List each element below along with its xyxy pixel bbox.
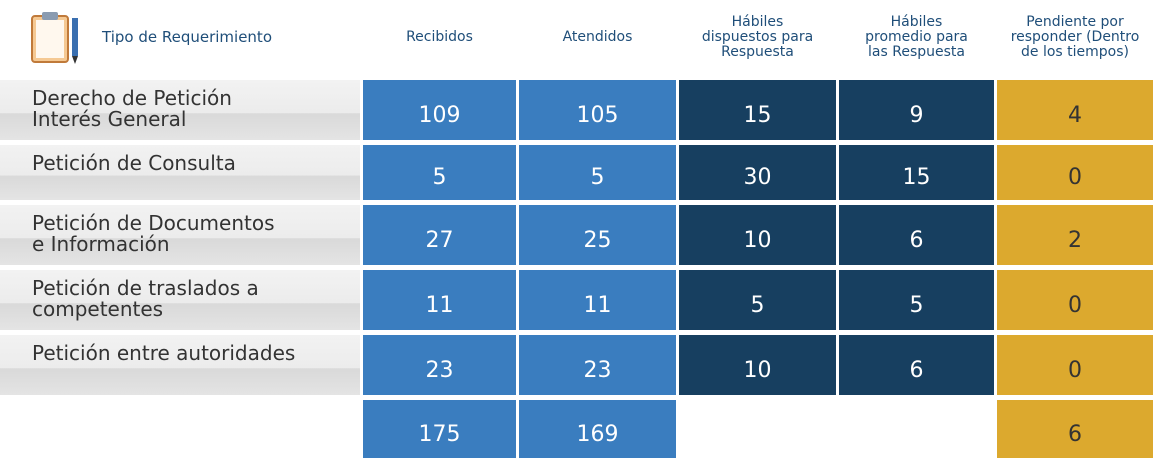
column-header: Atendidos (562, 29, 633, 45)
row-label: Derecho de Petición Interés General (0, 80, 360, 140)
value-cell: 27 (363, 205, 516, 265)
value-cell: 0 (997, 335, 1153, 395)
value-cell: 23 (363, 335, 516, 395)
value-cell: 109 (363, 80, 516, 140)
header-title: Tipo de Requerimiento (102, 28, 272, 46)
value-cell: 23 (519, 335, 676, 395)
value-cell: 6 (839, 335, 994, 395)
value-cell: 5 (519, 145, 676, 200)
value-cell: 11 (519, 270, 676, 330)
value-cell: 10 (679, 335, 836, 395)
value-cell: 9 (839, 80, 994, 140)
value-cell: 15 (839, 145, 994, 200)
value-cell: 6 (839, 205, 994, 265)
row-label: Petición de Consulta (0, 145, 360, 200)
value-cell: 0 (997, 270, 1153, 330)
value-cell: 15 (679, 80, 836, 140)
row-label: Petición entre autoridades (0, 335, 360, 395)
value-cell: 5 (363, 145, 516, 200)
value-cell: 4 (997, 80, 1153, 140)
value-cell: 10 (679, 205, 836, 265)
column-header: Hábiles promedio para las Respuesta (865, 14, 968, 60)
column-header: Pendiente por responder (Dentro de los t… (1010, 14, 1140, 60)
total-cell: 6 (997, 400, 1153, 458)
value-cell: 2 (997, 205, 1153, 265)
clipboard-icon (31, 11, 78, 64)
value-cell: 25 (519, 205, 676, 265)
value-cell: 30 (679, 145, 836, 200)
total-cell: 169 (519, 400, 676, 458)
value-cell: 11 (363, 270, 516, 330)
value-cell: 105 (519, 80, 676, 140)
value-cell: 5 (839, 270, 994, 330)
header-cell: Tipo de Requerimiento (0, 0, 360, 75)
row-label: Petición de traslados a competentes (0, 270, 360, 330)
row-label: Petición de Documentos e Información (0, 205, 360, 265)
value-cell: 0 (997, 145, 1153, 200)
total-cell: 175 (363, 400, 516, 458)
value-cell: 5 (679, 270, 836, 330)
column-header: Recibidos (406, 29, 473, 45)
column-header: Hábiles dispuestos para Respuesta (701, 14, 814, 60)
